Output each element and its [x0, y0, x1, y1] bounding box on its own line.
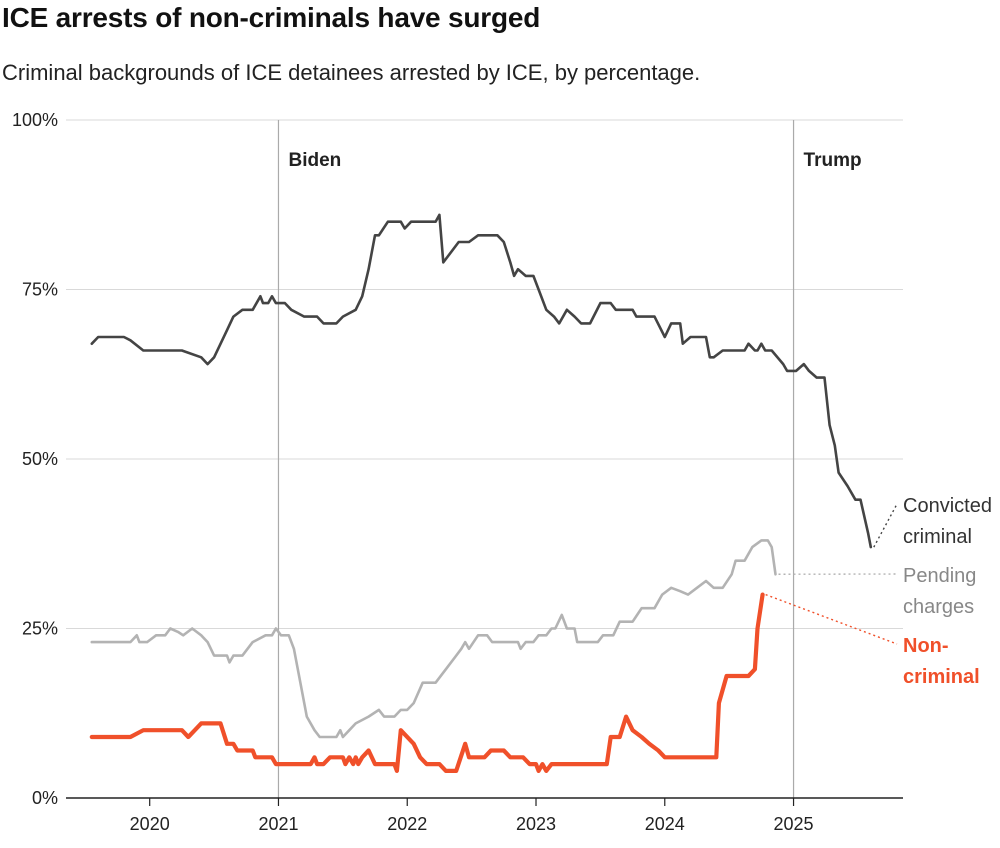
x-tick-label-2024: 2024 [645, 814, 685, 834]
series-label-convicted-0: Convicted [903, 495, 992, 517]
series-label-pending-1: charges [903, 596, 974, 618]
x-tick-label-2021: 2021 [258, 814, 298, 834]
x-tick-label-2020: 2020 [130, 814, 170, 834]
x-tick-label-2025: 2025 [774, 814, 814, 834]
series-label-noncriminal-0: Non- [903, 635, 949, 657]
era-label-trump: Trump [804, 150, 862, 171]
gridlines [66, 119, 903, 629]
y-tick-label-25: 25% [22, 619, 58, 639]
series-line-noncriminal [89, 592, 765, 773]
series-labels: Convicted criminal Pending charges Non-crimi… [765, 495, 992, 688]
series-label-pending-0: Pending [903, 565, 976, 587]
y-tick-label-0: 0% [32, 788, 58, 808]
chart-title: ICE arrests of non-criminals have surged [2, 2, 541, 33]
series-line-pending [90, 539, 777, 739]
leader-convicted [873, 503, 898, 548]
leader-noncriminal [765, 593, 898, 645]
y-tick-label-75: 75% [22, 280, 58, 300]
series-label-noncriminal-1: criminal [903, 666, 980, 688]
series-line-convicted [90, 213, 873, 549]
series-lines [89, 213, 873, 773]
x-tick-label-2022: 2022 [387, 814, 427, 834]
era-markers: Biden Trump [277, 120, 862, 798]
y-tick-label-50: 50% [22, 449, 58, 469]
era-label-biden: Biden [288, 150, 341, 171]
x-tick-label-2023: 2023 [516, 814, 556, 834]
series-label-convicted-1: criminal [903, 526, 972, 548]
chart-subtitle: Criminal backgrounds of ICE detainees ar… [2, 60, 701, 85]
axes: 0% 25% 50% 75% 100% 2020 2021 2022 2023 2024 2025 [12, 110, 903, 834]
y-tick-label-100: 100% [12, 110, 58, 130]
